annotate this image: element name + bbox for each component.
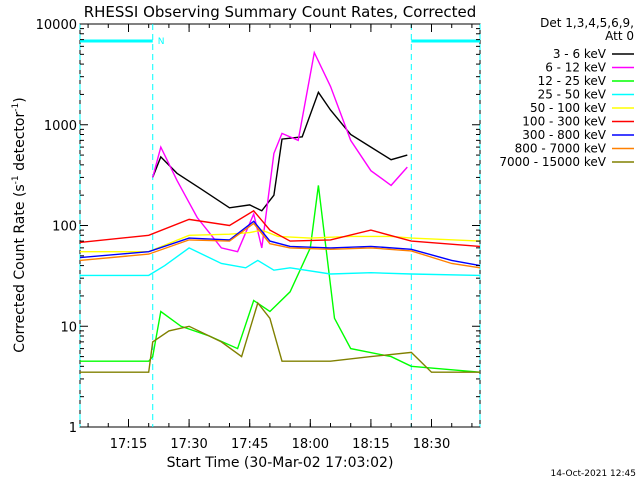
legend-label: 6 - 12 keV xyxy=(545,61,607,75)
x-tick-label: 18:30 xyxy=(413,437,450,452)
x-tick-label: 18:00 xyxy=(292,437,329,452)
y-axis-label-sup1: -1 xyxy=(11,175,21,184)
legend-label: 300 - 800 keV xyxy=(522,128,606,142)
legend-label: 100 - 300 keV xyxy=(522,115,606,129)
series-line xyxy=(79,222,481,269)
chart-title: RHESSI Observing Summary Count Rates, Co… xyxy=(84,3,477,21)
legend-label: 3 - 6 keV xyxy=(553,47,607,61)
series-group xyxy=(79,50,481,373)
x-tick-label: 17:30 xyxy=(170,437,207,452)
series-line xyxy=(79,209,481,248)
y-axis-label-sup2: -1 xyxy=(11,103,21,112)
legend-header-line1: Det 1,3,4,5,6,9, xyxy=(540,16,634,30)
series-line xyxy=(152,50,408,253)
series-line xyxy=(152,90,408,212)
footer-timestamp: 14-Oct-2021 12:45 xyxy=(551,469,636,479)
y-tick-label: 10 xyxy=(60,320,77,335)
y-tick-label: 1 xyxy=(69,421,77,436)
y-tick-label: 10000 xyxy=(36,18,77,33)
y-axis-label-part2: detector xyxy=(12,112,28,176)
x-axis: 17:15 17:30 17:45 18:00 18:15 18:30 xyxy=(87,24,473,452)
series-line xyxy=(80,301,480,373)
legend-label: 800 - 7000 keV xyxy=(515,142,607,156)
legend-label: 7000 - 15000 keV xyxy=(499,155,606,169)
series-line xyxy=(80,247,481,277)
legend-label: 12 - 25 keV xyxy=(538,74,607,88)
night-marker-label: N xyxy=(158,37,165,47)
series-line xyxy=(80,185,481,373)
y-axis-label: Corrected Count Rate (s-1 detector-1) xyxy=(11,97,28,352)
y-axis: 1 10 100 1000 10000 xyxy=(36,18,480,436)
legend-header-line2: Att 0 xyxy=(605,29,634,43)
y-axis-label-part3: ) xyxy=(12,97,28,102)
legend-label: 25 - 50 keV xyxy=(538,88,607,102)
y-tick-label: 1000 xyxy=(44,119,77,134)
series-line xyxy=(80,229,481,253)
x-tick-label: 18:15 xyxy=(352,437,389,452)
y-tick-label: 100 xyxy=(52,220,77,235)
y-axis-label-part1: Corrected Count Rate (s xyxy=(12,184,28,352)
x-tick-label: 17:45 xyxy=(231,437,268,452)
series-line xyxy=(79,220,481,267)
legend-label: 50 - 100 keV xyxy=(530,101,607,115)
x-axis-label: Start Time (30-Mar-02 17:03:02) xyxy=(167,455,394,471)
x-tick-label: 17:15 xyxy=(110,437,147,452)
